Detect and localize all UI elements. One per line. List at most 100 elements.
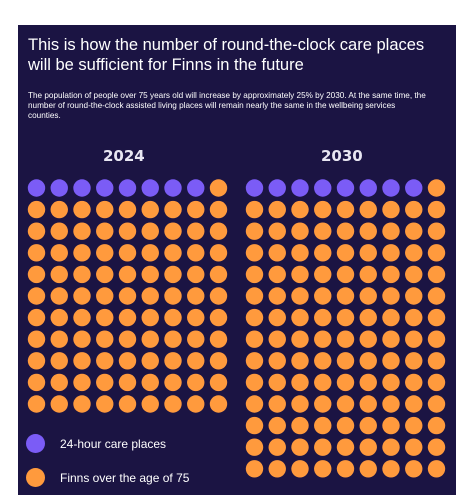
finn-dot-2024-17: [209, 200, 228, 219]
finn-dot-2030-99: [245, 416, 264, 435]
finn-dot-2030-67: [336, 330, 355, 348]
legend-swatch-care: [26, 434, 45, 453]
finn-dot-2030-98: [427, 395, 446, 413]
finn-dot-2030-83: [291, 373, 309, 392]
care-place-dot-2030-2: [291, 179, 309, 197]
finn-dot-2030-89: [427, 373, 446, 392]
finn-dot-2024-22: [118, 222, 137, 240]
finn-dot-2030-39: [314, 265, 332, 284]
finn-dot-2030-64: [268, 330, 286, 348]
legend-label-care: 24-hour care places: [60, 436, 167, 451]
finn-dot-2024-39: [96, 265, 114, 284]
finn-dot-2030-11: [291, 200, 309, 219]
finn-dot-2030-62: [427, 308, 446, 327]
finn-dot-2024-20: [73, 222, 91, 240]
finn-dot-2024-74: [73, 352, 91, 370]
finn-dot-2030-55: [268, 308, 286, 327]
finn-dot-2030-21: [314, 222, 332, 240]
finn-dot-2024-59: [141, 308, 159, 327]
finn-dot-2030-112: [336, 438, 355, 456]
finn-dot-2030-81: [245, 373, 264, 392]
finn-dot-2024-95: [141, 395, 159, 413]
finn-dot-2030-53: [427, 287, 446, 305]
finn-dot-2024-64: [50, 330, 68, 348]
care-place-dot-2030-6: [382, 179, 400, 197]
finn-dot-2024-97: [187, 395, 205, 413]
finn-dot-2024-63: [27, 330, 46, 348]
finn-dot-2024-10: [50, 200, 68, 219]
finn-dot-2030-17: [427, 200, 446, 219]
finn-dot-2024-80: [209, 352, 228, 370]
finn-dot-2024-48: [96, 287, 114, 305]
finn-dot-2024-89: [209, 373, 228, 392]
finn-dot-2030-124: [405, 460, 423, 478]
finn-dot-2024-32: [141, 244, 159, 262]
finn-dot-2030-15: [382, 200, 400, 219]
finn-dot-2030-54: [245, 308, 264, 327]
finn-dot-2030-105: [382, 416, 400, 435]
finn-dot-2024-85: [118, 373, 137, 392]
finn-dot-2030-14: [359, 200, 377, 219]
finn-dot-2024-40: [118, 265, 137, 284]
finn-dot-2024-26: [209, 222, 228, 240]
finn-dot-2030-109: [268, 438, 286, 456]
finn-dot-2030-43: [405, 265, 423, 284]
finn-dot-2030-69: [382, 330, 400, 348]
finn-dot-2030-71: [427, 330, 446, 348]
care-place-dot-2024-4: [118, 179, 137, 197]
finn-dot-2030-60: [382, 308, 400, 327]
legend-swatch-finns: [26, 468, 45, 487]
chart-title: This is how the number of round-the-cloc…: [28, 36, 425, 74]
finn-dot-2030-120: [314, 460, 332, 478]
finn-dot-2030-97: [405, 395, 423, 413]
care-place-dot-2030-5: [359, 179, 377, 197]
finn-dot-2024-92: [73, 395, 91, 413]
care-place-dot-2030-3: [314, 179, 332, 197]
finn-dot-2030-52: [405, 287, 423, 305]
finn-dot-2024-19: [50, 222, 68, 240]
finn-dot-2030-59: [359, 308, 377, 327]
finn-dot-2030-28: [268, 244, 286, 262]
finn-dot-2030-92: [291, 395, 309, 413]
finn-dot-2024-44: [209, 265, 228, 284]
finn-dot-2024-14: [141, 200, 159, 219]
finn-dot-2030-85: [336, 373, 355, 392]
legend-item-care: 24-hour care places: [26, 434, 166, 453]
finn-dot-2024-98: [209, 395, 228, 413]
finn-dot-2024-42: [164, 265, 182, 284]
finn-dot-2030-118: [268, 460, 286, 478]
finn-dot-2024-29: [73, 244, 91, 262]
finn-dot-2024-78: [164, 352, 182, 370]
finn-dot-2030-37: [268, 265, 286, 284]
finn-dot-2024-91: [50, 395, 68, 413]
care-place-dot-2030-1: [268, 179, 286, 197]
finn-dot-2024-58: [118, 308, 137, 327]
finn-dot-2024-51: [164, 287, 182, 305]
finn-dot-2024-12: [96, 200, 114, 219]
finn-dot-2030-84: [314, 373, 332, 392]
finn-dot-2030-31: [336, 244, 355, 262]
finn-dot-2030-114: [382, 438, 400, 456]
care-place-dot-2030-7: [405, 179, 423, 197]
finn-dot-2030-86: [359, 373, 377, 392]
care-place-dot-2024-5: [141, 179, 159, 197]
finn-dot-2024-9: [27, 200, 46, 219]
finn-dot-2030-102: [314, 416, 332, 435]
finn-dot-2024-28: [50, 244, 68, 262]
finn-dot-2024-35: [209, 244, 228, 262]
finn-dot-2024-27: [27, 244, 46, 262]
finn-dot-2030-41: [359, 265, 377, 284]
finn-dot-2030-23: [359, 222, 377, 240]
finn-dot-2024-90: [27, 395, 46, 413]
finn-dot-2030-40: [336, 265, 355, 284]
finn-dot-2024-21: [96, 222, 114, 240]
finn-dot-2030-18: [245, 222, 264, 240]
finn-dot-2030-29: [291, 244, 309, 262]
finn-dot-2030-30: [314, 244, 332, 262]
finn-dot-2030-61: [405, 308, 423, 327]
finn-dot-2030-22: [336, 222, 355, 240]
finn-dot-2024-50: [141, 287, 159, 305]
finn-dot-2024-46: [50, 287, 68, 305]
finn-dot-2024-57: [96, 308, 114, 327]
finn-dot-2024-88: [187, 373, 205, 392]
